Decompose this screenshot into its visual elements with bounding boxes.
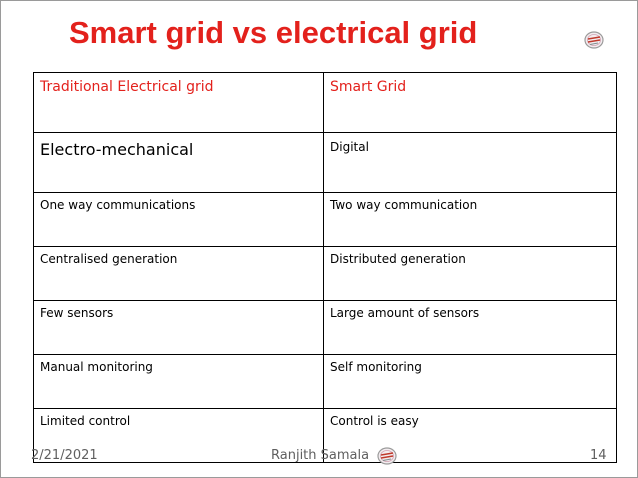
table-cell: Manual monitoring [33,354,324,409]
header-cell-traditional: Traditional Electrical grid [33,72,324,133]
table-row: Manual monitoring Self monitoring [33,354,617,409]
table-cell: One way communications [33,192,324,247]
emblem-icon [584,31,604,49]
slide-title: Smart grid vs electrical grid [69,15,478,50]
table-cell: Electro-mechanical [33,132,324,193]
footer-author: Ranjith Samala [271,448,370,463]
table-header-row: Traditional Electrical grid Smart Grid [33,72,617,133]
table-cell: Digital [323,132,617,193]
page-number: 14 [590,448,607,463]
table-row: One way communications Two way communica… [33,192,617,247]
table-cell: Centralised generation [33,246,324,301]
comparison-table: Traditional Electrical grid Smart Grid E… [33,72,617,463]
table-cell: Few sensors [33,300,324,355]
table-row: Centralised generation Distributed gener… [33,246,617,301]
footer-date: 2/21/2021 [31,448,98,463]
table-row: Limited control Control is easy [33,408,617,463]
table-cell: Large amount of sensors [323,300,617,355]
header-cell-smart: Smart Grid [323,72,617,133]
table-cell: Two way communication [323,192,617,247]
table-cell: Control is easy [323,408,617,463]
table-cell: Distributed generation [323,246,617,301]
table-cell: Limited control [33,408,324,463]
emblem-icon [377,447,397,465]
table-row: Electro-mechanical Digital [33,132,617,193]
table-cell: Self monitoring [323,354,617,409]
table-row: Few sensors Large amount of sensors [33,300,617,355]
